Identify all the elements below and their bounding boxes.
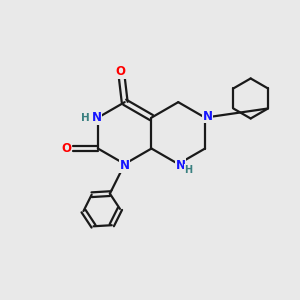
Text: O: O: [61, 142, 71, 155]
Text: N: N: [120, 159, 130, 172]
Text: O: O: [115, 65, 125, 78]
Text: H: H: [81, 112, 90, 123]
Text: N: N: [176, 159, 186, 172]
Text: N: N: [202, 110, 212, 123]
Text: H: H: [184, 165, 193, 175]
Text: N: N: [92, 111, 101, 124]
